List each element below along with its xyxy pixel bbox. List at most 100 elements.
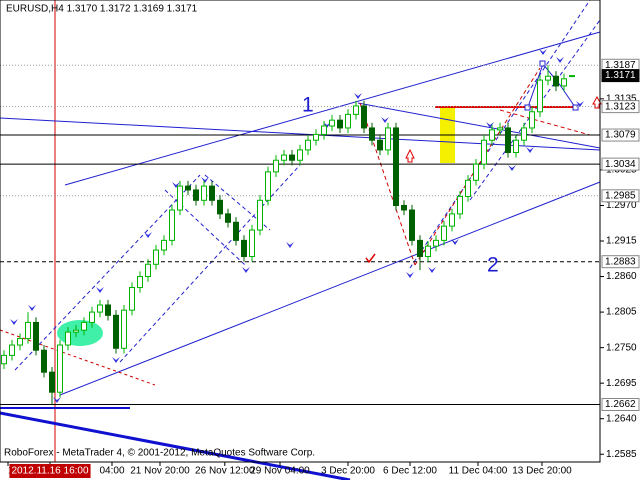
y-tick-label: 1.2640 [606,413,637,424]
candle-body [353,105,359,115]
x-tick-label: 26 Nov 12:00 [195,466,255,477]
y-tick-label: 1.2695 [606,378,637,389]
candle-body [569,75,575,78]
candle-body [417,239,423,258]
candle-body [369,127,375,141]
y-tick-label: 1.2585 [606,449,637,460]
price-box [601,157,640,171]
candle-body [241,239,247,258]
wave-point [524,104,531,111]
price-box [601,69,640,83]
candle-body [321,125,327,135]
trend-line [59,181,601,396]
price-box [601,255,640,269]
wave-path [527,62,576,108]
candle-body [145,263,151,278]
candle-body [161,239,167,251]
candle-body [289,154,295,161]
candle-body [433,239,439,247]
candle-body [297,149,303,161]
channel-line [469,19,601,201]
candle-body [553,75,559,87]
candle-body [377,139,383,151]
wave-label: 2 [487,254,499,277]
candle-body [57,344,63,393]
candle-body [481,139,487,165]
candle-body [401,204,407,211]
candle-body [193,189,199,201]
price-box [601,100,640,114]
check-mark [365,253,376,264]
candle-body [265,171,271,201]
wave-label: 1 [302,94,314,117]
trend-line [0,411,351,480]
channel-line [164,189,246,266]
candle-body [257,199,263,231]
trend-line [0,117,601,151]
candle-body [81,321,87,331]
y-tick-label: 1.2915 [606,236,637,247]
y-tick-label: 1.2970 [606,200,637,211]
candle-body [281,154,287,161]
candle-body [177,185,183,211]
candle-body [441,225,447,241]
arrow-up [405,148,415,163]
candle-body [9,344,15,356]
price-box-label: 1.3034 [605,159,636,170]
channel-line [414,67,541,266]
candle-body [49,371,55,393]
candle-body [305,139,311,151]
candle-body [393,127,399,206]
candle-body [113,314,119,349]
candle-body [513,139,519,153]
x-tick-label: 13 Dec 20:00 [512,466,572,477]
x-tick-label: 6 Dec 12:00 [383,466,437,477]
candle-body [385,127,391,151]
trend-line [357,102,601,149]
candle-body [249,229,255,258]
candle-body [25,321,31,340]
price-box-label: 1.3123 [605,101,636,112]
y-tick-label: 1.3135 [606,94,637,105]
candle-body [33,321,39,351]
y-tick-label: 1.2860 [606,271,637,282]
candle-body [497,127,503,131]
chart-title: EURUSD,H4 1.3170 1.3172 1.3169 1.3171 [6,4,198,15]
candle-body [529,111,535,129]
x-tick-label: 04:00 [99,466,124,477]
candle-body [129,287,135,311]
highlight-ellipse [57,320,103,346]
candle-body [425,245,431,258]
candle-body [489,129,495,141]
x-tick-label: 2012.11.16 16:00 [11,466,89,477]
candle-body [65,331,71,346]
price-box-label: 1.3079 [605,130,636,141]
x-tick-label: 21 Nov 20:00 [130,466,190,477]
candle-body [17,338,23,346]
candle-body [521,127,527,141]
channel-line [499,109,591,136]
wave-point [539,60,546,67]
trend-line [64,31,601,186]
candle-body [545,75,551,81]
x-tick-label: 29 Nov 04:00 [250,466,310,477]
x-tick-highlight [9,464,91,478]
candle-body [185,185,191,191]
candle-body [209,185,215,201]
y-tick-label: 1.2805 [606,307,637,318]
candle-body [41,349,47,373]
x-tick-label: 11 Dec 04:00 [449,466,508,477]
candle-body [273,159,279,173]
price-box-label: 1.2662 [605,399,636,410]
candles [1,65,575,405]
candle-body [169,209,175,241]
candle-body [361,105,367,129]
price-box-label: 1.3171 [605,70,636,81]
axes: 1.2585 1.2640 1.2695 1.2750 1.2805 1.2860 1.29… [7,58,640,478]
price-box-label: 1.2985 [605,190,636,201]
arrow-up [592,95,602,109]
plot-frame [0,0,601,463]
candle-body [561,78,567,87]
